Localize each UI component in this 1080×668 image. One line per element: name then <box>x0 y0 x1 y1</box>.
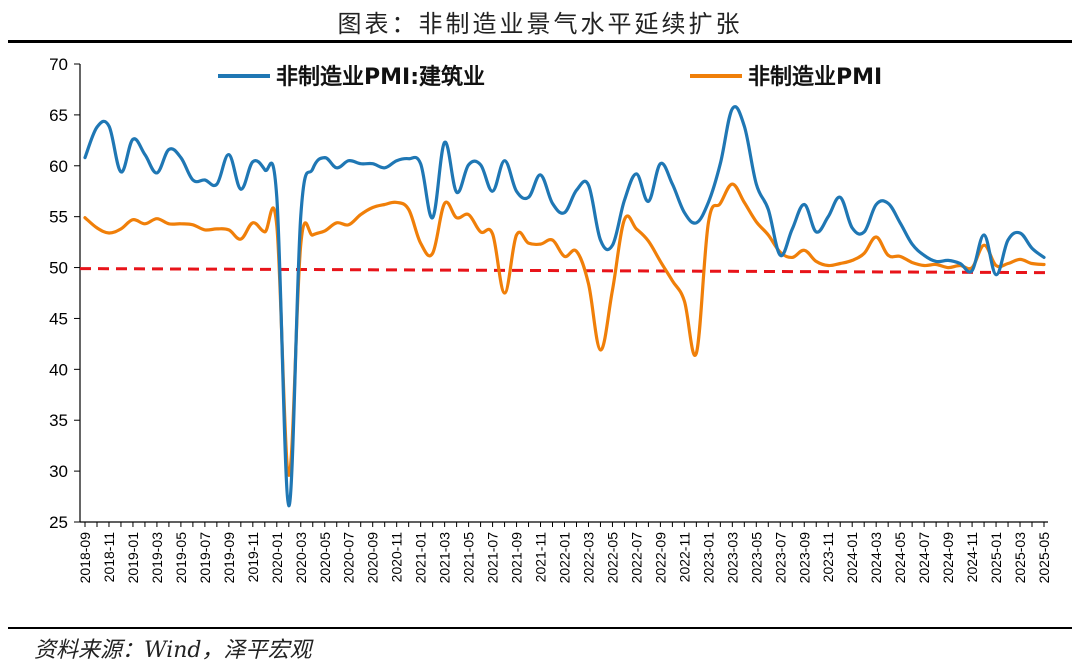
y-tick-label: 30 <box>49 462 68 481</box>
series-line-construction-pmi <box>83 105 1046 508</box>
x-tick-label: 2018-09 <box>77 532 93 584</box>
x-tick-label: 2023-01 <box>700 532 716 584</box>
chart-title: 图表：非制造业景气水平延续扩张 <box>337 10 743 38</box>
y-tick-label: 50 <box>49 259 68 278</box>
x-tick-label: 2021-03 <box>437 532 453 584</box>
y-tick-label: 70 <box>49 55 68 74</box>
series-line-non-manufacturing-pmi <box>83 182 1046 477</box>
x-tick-label: 2019-01 <box>125 532 141 584</box>
legend: 非制造业PMI:建筑业 非制造业PMI <box>218 64 882 90</box>
x-tick-label: 2020-05 <box>317 532 333 584</box>
x-tick-label: 2020-01 <box>269 532 285 584</box>
top-rule <box>8 40 1072 43</box>
source-note: 资料来源：Wind，泽平宏观 <box>34 638 312 663</box>
legend-item-non-manufacturing-pmi: 非制造业PMI <box>690 65 882 90</box>
x-tick-label: 2019-05 <box>173 532 189 584</box>
x-tick-label: 2023-09 <box>796 532 812 584</box>
x-tick-label: 2021-11 <box>533 532 549 583</box>
y-tick-label: 35 <box>49 411 68 430</box>
x-tick-label: 2020-09 <box>365 532 381 584</box>
x-tick-label: 2023-11 <box>820 532 836 583</box>
x-tick-label: 2021-09 <box>509 532 525 584</box>
x-axis: 2018-09 2018-11 2019-01 2019-03 2019-05 2019-… <box>77 521 1052 584</box>
x-tick-label: 2025-05 <box>1036 532 1052 584</box>
y-tick-label: 65 <box>49 106 68 125</box>
x-tick-label: 2025-03 <box>1012 532 1028 584</box>
x-tick-label: 2022-05 <box>604 532 620 584</box>
y-tick-label: 55 <box>49 208 68 227</box>
x-tick-label: 2022-01 <box>557 532 573 584</box>
x-tick-label: 2025-01 <box>988 532 1004 584</box>
x-tick-label: 2019-09 <box>221 532 237 584</box>
reference-layer <box>79 267 1049 275</box>
x-tick-label: 2020-07 <box>341 532 357 584</box>
x-tick-label: 2024-01 <box>844 532 860 584</box>
x-tick-label: 2021-05 <box>461 532 477 584</box>
x-tick-label: 2024-03 <box>868 532 884 584</box>
x-tick-label: 2022-03 <box>580 532 596 584</box>
y-axis: 25 30 35 40 45 50 55 60 65 70 <box>49 55 81 532</box>
x-tick-label: 2023-03 <box>724 532 740 584</box>
y-tick-label: 25 <box>49 513 68 532</box>
bottom-rule <box>8 627 1072 629</box>
series-layer <box>83 105 1046 508</box>
x-tick-label: 2023-05 <box>748 532 764 584</box>
x-tick-label: 2019-03 <box>149 532 165 584</box>
y-tick-label: 45 <box>49 309 68 328</box>
y-tick-label: 60 <box>49 157 68 176</box>
x-tick-label: 2021-07 <box>485 532 501 584</box>
legend-label: 非制造业PMI <box>748 65 882 90</box>
x-tick-label: 2018-11 <box>101 532 117 583</box>
y-tick-label: 40 <box>49 360 68 379</box>
x-tick-label: 2024-05 <box>892 532 908 584</box>
x-tick-label: 2020-03 <box>293 532 309 584</box>
reference-line-50 <box>79 267 1049 275</box>
x-tick-label: 2019-07 <box>197 532 213 584</box>
x-tick-label: 2024-07 <box>916 532 932 584</box>
x-tick-label: 2023-07 <box>772 532 788 584</box>
x-tick-label: 2022-09 <box>652 532 668 584</box>
x-tick-label: 2020-11 <box>389 532 405 583</box>
x-tick-label: 2024-11 <box>964 532 980 583</box>
x-tick-label: 2019-11 <box>245 532 261 583</box>
x-tick-label: 2021-01 <box>413 532 429 584</box>
x-tick-label: 2022-11 <box>676 532 692 583</box>
legend-label: 非制造业PMI:建筑业 <box>276 64 485 90</box>
x-tick-label: 2022-07 <box>628 532 644 584</box>
x-tick-label: 2024-09 <box>940 532 956 584</box>
legend-item-construction-pmi: 非制造业PMI:建筑业 <box>218 64 485 90</box>
